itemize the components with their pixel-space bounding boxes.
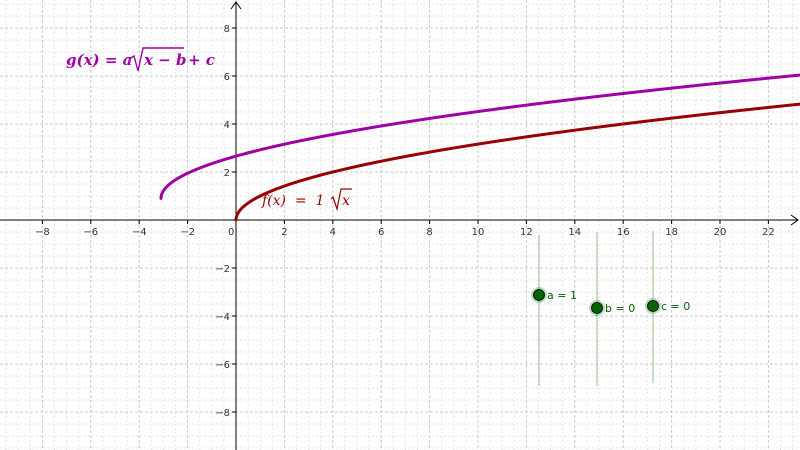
x-tick-label: 20: [714, 227, 727, 238]
x-tick-label: 6: [378, 227, 384, 238]
radical-sign-icon: [330, 188, 352, 212]
slider-b[interactable]: b = 0: [589, 232, 635, 386]
radical-sign-icon: [130, 47, 184, 72]
y-tick-label: 2: [224, 168, 230, 179]
x-tick-label: 12: [520, 227, 533, 238]
x-tick-labels: −8 −6 −4 −2 2 4 6 8 10 12 14 16 18 20 22: [35, 220, 775, 238]
g-formula-label[interactable]: g(x) = a x − b + c: [66, 47, 215, 72]
y-tick-label: −8: [215, 408, 230, 419]
origin-label: 0: [228, 227, 234, 238]
y-tick-labels: −8 −6 −4 −2 2 4 6 8: [215, 24, 236, 419]
y-axis-arrow-icon: [230, 1, 242, 10]
curve-f[interactable]: [234, 102, 800, 222]
x-tick-label: −2: [180, 227, 195, 238]
x-tick-label: 8: [426, 227, 432, 238]
y-tick-label: 8: [224, 24, 230, 35]
y-tick-label: −6: [215, 360, 230, 371]
x-tick-label: 2: [281, 227, 287, 238]
slider-b-handle[interactable]: [591, 302, 603, 314]
slider-a[interactable]: a = 1: [531, 235, 577, 386]
y-tick-label: −4: [215, 312, 230, 323]
y-tick-label: 4: [224, 120, 230, 131]
slider-c[interactable]: c = 0: [645, 231, 690, 383]
x-tick-label: 4: [330, 227, 336, 238]
slider-a-label: a = 1: [547, 289, 577, 302]
x-tick-label: −4: [132, 227, 147, 238]
slider-a-handle[interactable]: [533, 289, 545, 301]
g-formula-tail: + c: [188, 51, 215, 69]
slider-c-label: c = 0: [661, 300, 690, 313]
x-tick-label: 18: [665, 227, 678, 238]
x-tick-label: 14: [568, 227, 581, 238]
f-formula-lhs: f(x) = 1: [261, 193, 324, 209]
y-tick-label: 6: [224, 72, 230, 83]
slider-c-handle[interactable]: [647, 300, 659, 312]
curve-g[interactable]: [159, 73, 800, 200]
x-axis-arrow-icon: [790, 214, 799, 226]
f-formula-radicand: x: [342, 193, 350, 209]
slider-b-label: b = 0: [605, 302, 635, 315]
x-tick-label: −6: [83, 227, 98, 238]
x-tick-label: −8: [35, 227, 50, 238]
x-tick-label: 22: [762, 227, 775, 238]
g-formula-radicand: x − b: [143, 51, 186, 69]
x-tick-label: 10: [472, 227, 485, 238]
g-formula-lhs: g(x) = a: [66, 51, 132, 69]
f-formula-label[interactable]: f(x) = 1 x: [261, 188, 352, 212]
y-tick-label: −2: [215, 264, 230, 275]
x-tick-label: 16: [617, 227, 630, 238]
